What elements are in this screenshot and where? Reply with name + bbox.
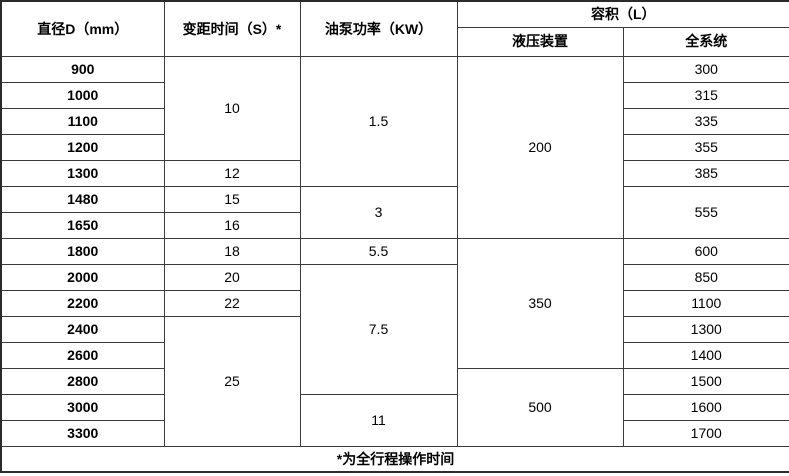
table-row: 1000 315 xyxy=(0,81,789,109)
hydraulic-volume-cell: 200 xyxy=(456,55,624,239)
footnote-row: *为全行程操作时间 xyxy=(0,445,789,473)
full-system-cell: 315 xyxy=(622,81,789,109)
table-row: 3000 11 1600 xyxy=(0,393,789,447)
full-system-cell: 600 xyxy=(622,237,789,265)
full-system-cell: 1300 xyxy=(622,315,789,343)
diameter-cell: 900 xyxy=(0,55,165,83)
full-system-cell: 1500 xyxy=(622,367,789,395)
hydraulic-volume-cell: 500 xyxy=(456,367,624,447)
diameter-cell: 3000 xyxy=(0,393,165,421)
table-row: 1800 18 5.5 350 600 xyxy=(0,237,789,369)
full-system-cell: 850 xyxy=(622,263,789,291)
header-pump-power: 油泵功率（KW） xyxy=(299,0,458,57)
pitch-time-cell: 10 xyxy=(163,55,301,161)
pump-power-cell: 5.5 xyxy=(299,237,458,265)
header-pitch-time: 变距时间（S）* xyxy=(163,0,301,57)
header-full-system: 全系统 xyxy=(622,26,789,57)
hydraulic-volume-cell: 350 xyxy=(456,237,624,369)
diameter-cell: 1200 xyxy=(0,133,165,161)
header-hydraulic-unit: 液压装置 xyxy=(456,26,624,57)
full-system-cell: 1100 xyxy=(622,289,789,317)
table-row: 1480 15 3 555 xyxy=(0,185,789,239)
full-system-cell: 385 xyxy=(622,159,789,187)
table-footnote: *为全行程操作时间 xyxy=(0,445,789,473)
diameter-cell: 2600 xyxy=(0,341,165,369)
pitch-time-cell: 12 xyxy=(163,159,301,187)
full-system-cell: 1400 xyxy=(622,341,789,369)
table-row: 2800 500 1500 xyxy=(0,367,789,447)
table-row: 3300 1700 xyxy=(0,419,789,447)
pitch-time-cell: 15 xyxy=(163,185,301,213)
pitch-time-cell: 25 xyxy=(163,315,301,447)
diameter-cell: 1300 xyxy=(0,159,165,187)
table-row: 2200 22 1100 xyxy=(0,289,789,317)
full-system-cell: 300 xyxy=(622,55,789,83)
pump-power-cell: 7.5 xyxy=(299,263,458,395)
table-row: 900 10 1.5 200 300 xyxy=(0,55,789,239)
full-system-cell: 1700 xyxy=(622,419,789,447)
pump-power-cell: 11 xyxy=(299,393,458,447)
pitch-time-cell: 16 xyxy=(163,211,301,239)
diameter-cell: 2800 xyxy=(0,367,165,395)
diameter-cell: 3300 xyxy=(0,419,165,447)
table-row: 1200 355 xyxy=(0,133,789,161)
table-row: 1650 16 xyxy=(0,211,789,239)
pump-power-cell: 1.5 xyxy=(299,55,458,187)
table-row: 2000 20 7.5 850 xyxy=(0,263,789,395)
table-row: 2600 1400 xyxy=(0,341,789,369)
diameter-cell: 1480 xyxy=(0,185,165,213)
diameter-cell: 1100 xyxy=(0,107,165,135)
pitch-time-cell: 18 xyxy=(163,237,301,265)
table-row: 1300 12 385 xyxy=(0,159,789,187)
pitch-time-cell: 20 xyxy=(163,263,301,291)
full-system-cell: 555 xyxy=(622,185,789,239)
header-diameter: 直径D（mm） xyxy=(0,0,165,57)
full-system-cell: 355 xyxy=(622,133,789,161)
full-system-cell: 1600 xyxy=(622,393,789,421)
diameter-cell: 2400 xyxy=(0,315,165,343)
pitch-time-cell: 22 xyxy=(163,289,301,317)
diameter-cell: 1000 xyxy=(0,81,165,109)
header-volume-group: 容积（L） xyxy=(456,0,789,28)
diameter-cell: 1800 xyxy=(0,237,165,265)
diameter-cell: 2200 xyxy=(0,289,165,317)
pump-power-cell: 3 xyxy=(299,185,458,239)
full-system-cell: 335 xyxy=(622,107,789,135)
diameter-cell: 1650 xyxy=(0,211,165,239)
diameter-cell: 2000 xyxy=(0,263,165,291)
